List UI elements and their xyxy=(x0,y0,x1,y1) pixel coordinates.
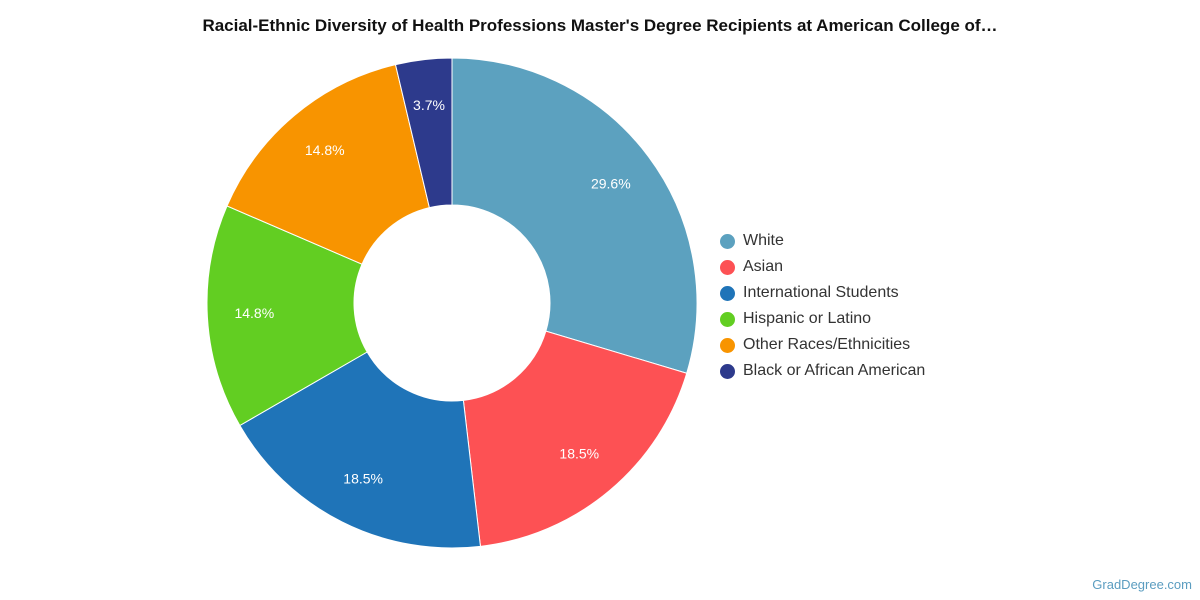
slice-label-hispanic-or-latino: 14.8% xyxy=(234,305,274,321)
legend-label: White xyxy=(743,232,784,249)
slice-label-black-or-african-american: 3.7% xyxy=(413,97,445,113)
chart-legend: White Asian International Students Hispanic… xyxy=(720,228,925,384)
slice-label-international-students: 18.5% xyxy=(343,471,383,487)
legend-marker-icon xyxy=(720,337,735,353)
legend-marker-icon xyxy=(720,311,735,327)
legend-item-asian[interactable]: Asian xyxy=(720,254,925,280)
slice-label-white: 29.6% xyxy=(591,175,631,191)
legend-item-other-races-ethnicities[interactable]: Other Races/Ethnicities xyxy=(720,332,925,358)
legend-label: Other Races/Ethnicities xyxy=(743,336,911,353)
legend-marker-icon xyxy=(720,285,735,301)
legend-label: Black or African American xyxy=(743,362,926,379)
slice-label-asian: 18.5% xyxy=(559,445,599,461)
slice-black-or-african-american[interactable] xyxy=(394,57,453,209)
legend-item-international-students[interactable]: International Students xyxy=(720,280,925,306)
slice-label-other-races-ethnicities: 14.8% xyxy=(305,142,345,158)
chart-title: Racial-Ethnic Diversity of Health Profes… xyxy=(202,16,998,35)
legend-label: Asian xyxy=(743,258,784,275)
legend-marker-icon xyxy=(720,233,735,249)
legend-label: International Students xyxy=(743,284,899,301)
slice-other-races-ethnicities[interactable] xyxy=(226,64,431,265)
slice-asian[interactable] xyxy=(462,330,688,547)
legend-item-black-or-african-american[interactable]: Black or African American xyxy=(720,358,925,384)
watermark: GradDegree.com xyxy=(1092,577,1192,592)
legend-item-hispanic-or-latino[interactable]: Hispanic or Latino xyxy=(720,306,925,332)
legend-marker-icon xyxy=(720,259,735,275)
slice-hispanic-or-latino[interactable] xyxy=(206,205,368,427)
legend-marker-icon xyxy=(720,363,735,379)
slice-white[interactable] xyxy=(451,57,698,374)
legend-label: Hispanic or Latino xyxy=(743,310,872,327)
legend-item-white[interactable]: White xyxy=(720,228,925,254)
slice-international-students[interactable] xyxy=(239,351,481,549)
